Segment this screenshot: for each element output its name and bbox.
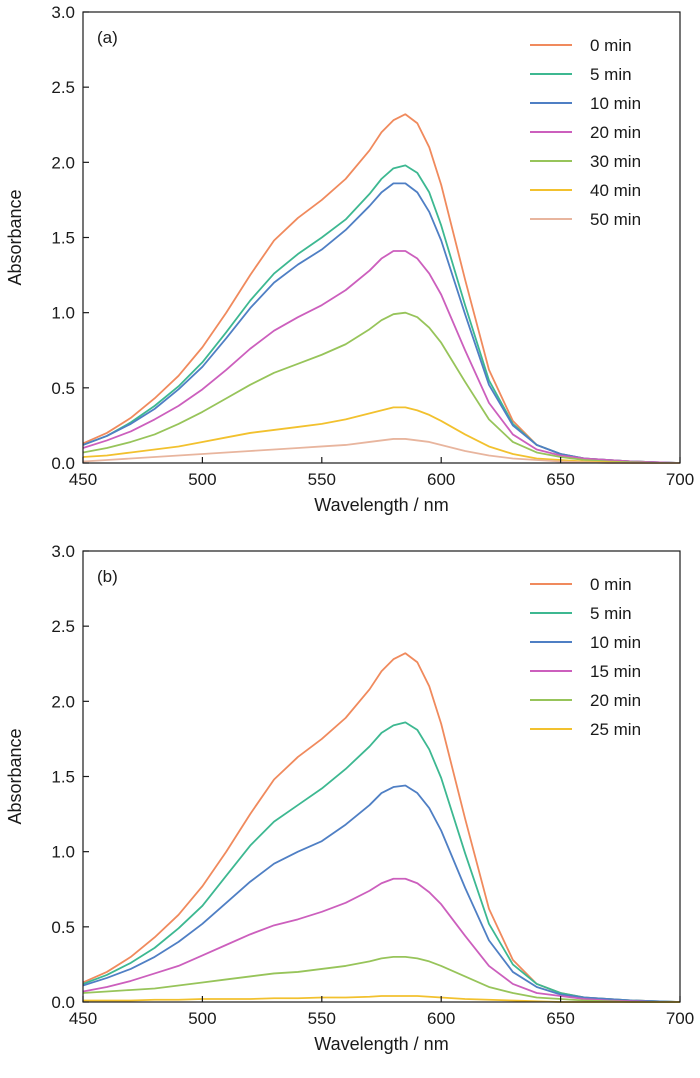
x-tick-label: 550 xyxy=(308,470,336,489)
series-group xyxy=(82,652,681,1003)
x-axis-title: Wavelength / nm xyxy=(314,1034,448,1054)
x-tick-label: 450 xyxy=(69,470,97,489)
legend-label: 5 min xyxy=(590,604,632,623)
x-tick-label: 500 xyxy=(188,470,216,489)
legend-label: 0 min xyxy=(590,575,632,594)
legend-label: 20 min xyxy=(590,691,641,710)
series-line-5-min xyxy=(82,721,681,1003)
x-tick-label: 650 xyxy=(546,1009,574,1028)
x-tick-label: 600 xyxy=(427,1009,455,1028)
y-tick-label: 3.0 xyxy=(51,3,75,22)
x-axis-title: Wavelength / nm xyxy=(314,495,448,515)
y-tick-label: 0.0 xyxy=(51,454,75,473)
legend-label: 5 min xyxy=(590,65,632,84)
y-tick-label: 2.5 xyxy=(51,617,75,636)
legend-label: 10 min xyxy=(590,94,641,113)
series-line-10-min xyxy=(82,182,681,464)
y-tick-label: 1.0 xyxy=(51,843,75,862)
panel-label: (a) xyxy=(97,28,118,47)
legend-label: 30 min xyxy=(590,152,641,171)
series-line-20-min xyxy=(82,250,681,464)
legend: 0 min 5 min 10 min 20 min 30 min 40 min 50 min xyxy=(530,36,641,229)
y-tick-label: 1.0 xyxy=(51,304,75,323)
y-tick-label: 1.5 xyxy=(51,229,75,248)
series-line-20-min xyxy=(82,955,680,1003)
legend: 0 min 5 min 10 min 15 min 20 min 25 min xyxy=(530,575,641,739)
series-line-50-min xyxy=(82,438,680,464)
series-line-30-min xyxy=(82,311,680,464)
x-tick-label: 700 xyxy=(666,1009,694,1028)
chart-panel-a: 450 500 550 600 650 700 0.0 0.5 1.0 1.5 2.0 2.5 3.0 W… xyxy=(5,3,694,515)
legend-label: 50 min xyxy=(590,210,641,229)
y-axis-title: Absorbance xyxy=(5,189,25,285)
legend-label: 40 min xyxy=(590,181,641,200)
y-tick-label: 2.0 xyxy=(51,153,75,172)
x-tick-label: 500 xyxy=(188,1009,216,1028)
x-tick-label: 450 xyxy=(69,1009,97,1028)
y-tick-label: 0.5 xyxy=(51,918,75,937)
chart-panel-b: 450 500 550 600 650 700 0.0 0.5 1.0 1.5 2.0 2.5 3.0 W… xyxy=(5,542,694,1054)
y-tick-label: 3.0 xyxy=(51,542,75,561)
x-tick-label: 600 xyxy=(427,470,455,489)
series-line-10-min xyxy=(82,784,681,1003)
x-tick-label: 650 xyxy=(546,470,574,489)
y-tick-label: 2.0 xyxy=(51,692,75,711)
legend-label: 10 min xyxy=(590,633,641,652)
legend-label: 20 min xyxy=(590,123,641,142)
y-tick-label: 1.5 xyxy=(51,768,75,787)
legend-label: 0 min xyxy=(590,36,632,55)
y-tick-label: 0.0 xyxy=(51,993,75,1012)
x-tick-label: 550 xyxy=(308,1009,336,1028)
x-tick-label: 700 xyxy=(666,470,694,489)
y-tick-label: 0.5 xyxy=(51,379,75,398)
panel-label: (b) xyxy=(97,567,118,586)
series-line-40-min xyxy=(82,406,680,464)
y-axis-title: Absorbance xyxy=(5,728,25,824)
legend-label: 15 min xyxy=(590,662,641,681)
series-group xyxy=(82,113,681,464)
series-line-15-min xyxy=(82,877,680,1003)
y-tick-label: 2.5 xyxy=(51,78,75,97)
legend-label: 25 min xyxy=(590,720,641,739)
